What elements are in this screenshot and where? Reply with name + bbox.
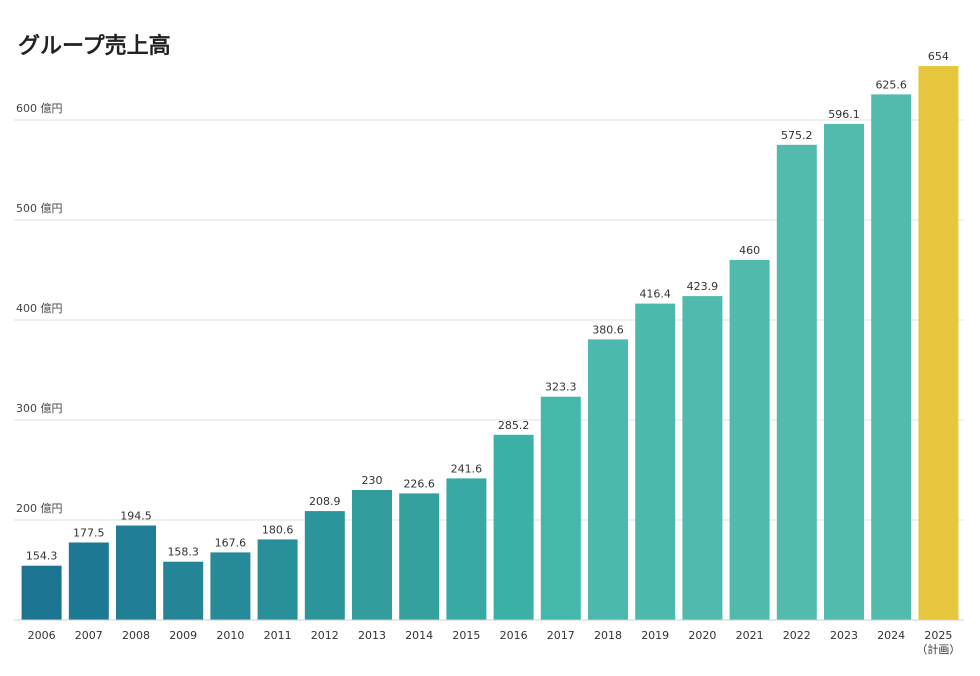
x-tick-label: 2007 bbox=[75, 629, 103, 642]
y-tick-label: 300 億円 bbox=[16, 402, 63, 415]
bar bbox=[163, 561, 204, 620]
bar bbox=[446, 478, 487, 620]
bar bbox=[493, 434, 534, 620]
data-label: 323.3 bbox=[545, 381, 577, 394]
x-tick-label: 2024 bbox=[877, 629, 905, 642]
data-label: 167.6 bbox=[215, 536, 247, 549]
y-tick-label: 600 億円 bbox=[16, 102, 63, 115]
x-tick-label: 2015 bbox=[452, 629, 480, 642]
x-tick-label: 2009 bbox=[169, 629, 197, 642]
x-tick-label: 2016 bbox=[500, 629, 528, 642]
x-tick-label: 2018 bbox=[594, 629, 622, 642]
bar bbox=[257, 539, 298, 620]
x-tick-label: 2014 bbox=[405, 629, 433, 642]
bar bbox=[68, 542, 109, 620]
bar bbox=[399, 493, 440, 620]
data-label: 596.1 bbox=[828, 108, 860, 121]
data-label: 460 bbox=[739, 244, 760, 257]
x-tick-label: 2010 bbox=[216, 629, 244, 642]
x-tick-label: 2013 bbox=[358, 629, 386, 642]
bar bbox=[871, 94, 912, 620]
bar bbox=[588, 339, 628, 620]
x-tick-label: 2011 bbox=[264, 629, 292, 642]
data-label: 154.3 bbox=[26, 550, 58, 563]
x-tick-label: 2012 bbox=[311, 629, 339, 642]
data-label: 380.6 bbox=[592, 323, 624, 336]
data-label: 575.2 bbox=[781, 129, 813, 142]
bar bbox=[682, 296, 723, 620]
x-tick-label: 2019 bbox=[641, 629, 669, 642]
bar bbox=[352, 490, 392, 620]
data-label: 654 bbox=[928, 50, 949, 63]
data-label: 416.4 bbox=[639, 288, 671, 301]
data-label: 241.6 bbox=[451, 462, 483, 475]
data-label: 625.6 bbox=[875, 78, 907, 91]
x-tick-label: 2017 bbox=[547, 629, 575, 642]
data-label: 230 bbox=[362, 474, 383, 487]
x-tick-note: （計画） bbox=[916, 642, 960, 656]
data-label: 158.3 bbox=[167, 546, 199, 559]
x-tick-label: 2022 bbox=[783, 629, 811, 642]
data-label: 194.5 bbox=[120, 510, 152, 523]
bar bbox=[635, 303, 676, 620]
data-label: 180.6 bbox=[262, 523, 294, 536]
data-label: 226.6 bbox=[403, 477, 435, 490]
data-label: 177.5 bbox=[73, 527, 105, 540]
bar bbox=[729, 260, 770, 620]
y-tick-label: 500 億円 bbox=[16, 202, 63, 215]
bar bbox=[776, 144, 817, 621]
y-tick-label: 400 億円 bbox=[16, 302, 63, 315]
x-tick-label: 2023 bbox=[830, 629, 858, 642]
bar bbox=[210, 552, 251, 620]
x-tick-label: 2008 bbox=[122, 629, 150, 642]
bar bbox=[918, 66, 959, 620]
x-tick-label: 2020 bbox=[688, 629, 716, 642]
x-tick-label: 2025 bbox=[924, 629, 952, 642]
bar bbox=[21, 565, 62, 620]
x-tick-label: 2021 bbox=[736, 629, 764, 642]
bar bbox=[540, 396, 581, 620]
data-label: 423.9 bbox=[687, 280, 719, 293]
y-tick-label: 200 億円 bbox=[16, 502, 63, 515]
x-tick-label: 2006 bbox=[28, 629, 56, 642]
data-label: 208.9 bbox=[309, 495, 341, 508]
bar bbox=[304, 511, 345, 620]
bar bbox=[116, 525, 156, 620]
bar bbox=[824, 123, 864, 621]
chart-title: グループ売上高 bbox=[18, 34, 171, 59]
data-label: 285.2 bbox=[498, 419, 530, 432]
